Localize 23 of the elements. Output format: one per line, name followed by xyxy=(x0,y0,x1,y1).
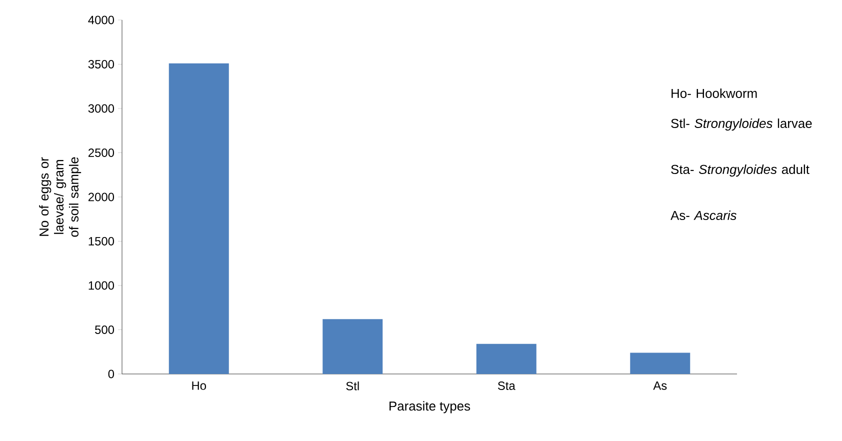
x-tick-label: Stl xyxy=(346,382,359,390)
y-tick-label: 4000 xyxy=(88,16,114,24)
bar xyxy=(630,352,690,374)
annotation: Stl- Strongyloides larvae xyxy=(671,118,812,131)
y-tick-label: 3500 xyxy=(88,60,114,68)
bar xyxy=(322,319,383,374)
y-tick-label: 1000 xyxy=(88,281,114,290)
x-axis-title: Parasite types xyxy=(390,401,470,414)
y-axis-title: No of eggs or laevae/ gram of soil sample xyxy=(39,157,82,237)
annotation: Sta- Strongyloides adult xyxy=(671,164,810,177)
annotation: Ho- Hookworm xyxy=(672,88,757,98)
y-tick-label: 2500 xyxy=(88,148,114,157)
bar xyxy=(476,344,536,374)
y-tick-label: 500 xyxy=(95,326,114,334)
annotation: As- Ascaris xyxy=(670,210,736,220)
x-tick-label: As xyxy=(653,382,667,390)
x-tick-label: Ho xyxy=(192,382,206,390)
bar xyxy=(168,63,229,374)
x-tick-label: Sta xyxy=(498,382,516,390)
y-tick-label: 1500 xyxy=(88,237,114,246)
y-tick-label: 3000 xyxy=(88,104,114,113)
y-tick-label: 2000 xyxy=(88,192,114,202)
y-tick-label: 0 xyxy=(108,370,114,378)
